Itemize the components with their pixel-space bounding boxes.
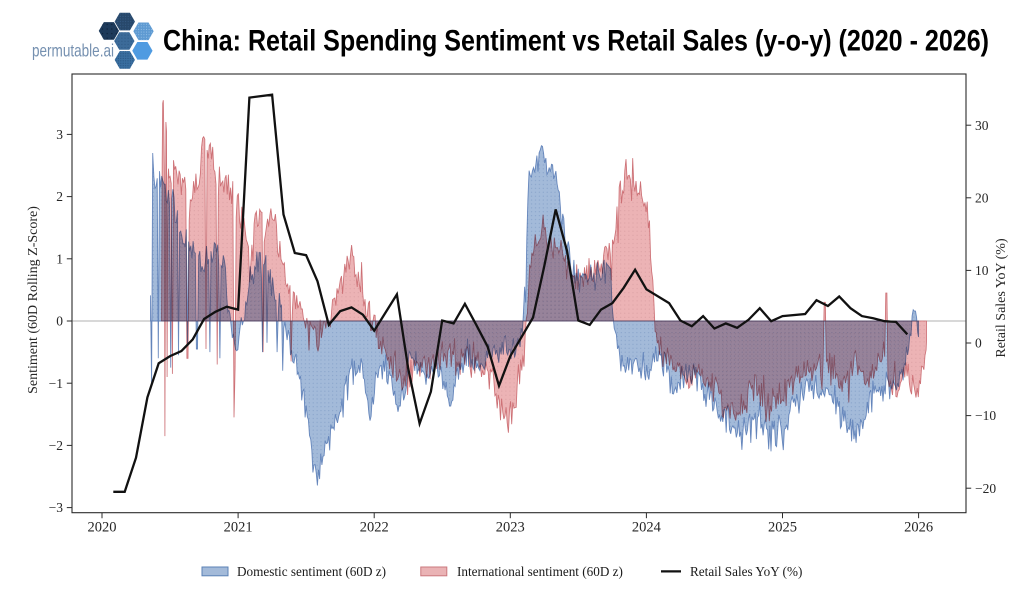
- svg-text:1: 1: [56, 251, 63, 266]
- svg-text:−3: −3: [49, 500, 64, 515]
- svg-text:2022: 2022: [360, 520, 389, 536]
- svg-text:Sentiment (60D Rolling Z-Score: Sentiment (60D Rolling Z-Score): [26, 206, 41, 394]
- svg-text:Retail Sales YoY (%): Retail Sales YoY (%): [690, 564, 802, 579]
- svg-text:30: 30: [975, 118, 989, 133]
- svg-text:2026: 2026: [904, 520, 933, 536]
- svg-text:10: 10: [975, 263, 989, 278]
- svg-text:2021: 2021: [224, 520, 253, 536]
- svg-text:3: 3: [56, 127, 63, 142]
- svg-text:International sentiment (60D z: International sentiment (60D z): [457, 564, 623, 579]
- svg-text:Domestic sentiment (60D z): Domestic sentiment (60D z): [237, 564, 386, 579]
- svg-text:2: 2: [56, 189, 63, 204]
- svg-text:−10: −10: [975, 408, 996, 423]
- svg-text:−2: −2: [49, 438, 63, 453]
- svg-text:Retail Sales YoY (%): Retail Sales YoY (%): [994, 238, 1009, 358]
- svg-text:20: 20: [975, 190, 989, 205]
- svg-text:2023: 2023: [496, 520, 525, 536]
- svg-text:2025: 2025: [768, 520, 797, 536]
- svg-text:2024: 2024: [632, 520, 662, 536]
- svg-text:permutable.ai: permutable.ai: [32, 41, 114, 61]
- svg-text:0: 0: [56, 314, 63, 329]
- svg-text:−1: −1: [49, 376, 63, 391]
- svg-text:China: Retail Spending Sentime: China: Retail Spending Sentiment vs Reta…: [163, 25, 989, 58]
- svg-text:−20: −20: [975, 481, 996, 496]
- svg-text:0: 0: [975, 336, 982, 351]
- svg-text:2020: 2020: [88, 520, 117, 536]
